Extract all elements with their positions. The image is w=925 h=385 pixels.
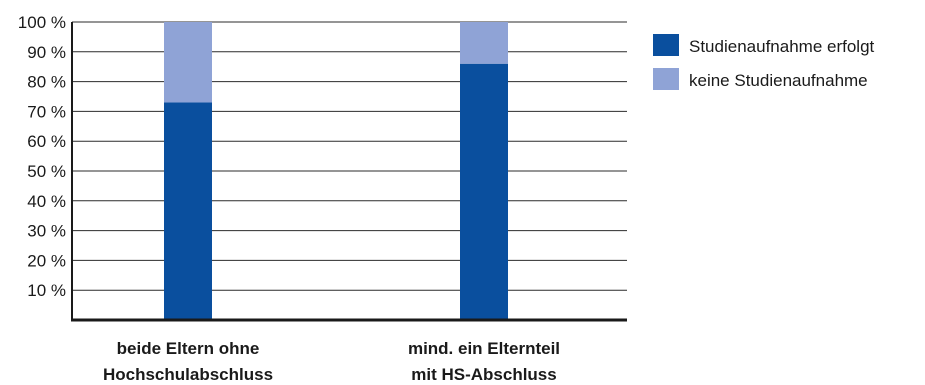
category-label-0-line-0: beide Eltern ohne <box>117 339 260 358</box>
gridlines <box>72 21 627 291</box>
bar-segment-cat0-series0 <box>164 102 212 321</box>
bars <box>164 22 508 321</box>
y-tick-label-50: 50 % <box>27 162 66 181</box>
y-tick-label-70: 70 % <box>27 102 66 121</box>
y-tick-label-80: 80 % <box>27 73 66 92</box>
bar-segment-cat0-series1 <box>164 22 212 103</box>
y-tick-label-30: 30 % <box>27 222 66 241</box>
legend-swatch-1 <box>653 68 679 90</box>
y-axis-tick-labels: 10 % 20 % 30 % 40 % 50 % 60 % 70 % 80 % 90 % 100 … <box>18 13 66 300</box>
bar-segment-cat1-series0 <box>460 63 508 320</box>
category-label-0-line-1: Hochschulabschluss <box>103 365 273 384</box>
bar-segment-cat1-series1 <box>460 22 508 64</box>
category-label-1-line-1: mit HS-Abschluss <box>411 365 556 384</box>
legend-swatch-0 <box>653 34 679 56</box>
y-tick-label-10: 10 % <box>27 281 66 300</box>
y-tick-label-40: 40 % <box>27 192 66 211</box>
y-tick-label-60: 60 % <box>27 132 66 151</box>
y-tick-label-90: 90 % <box>27 43 66 62</box>
x-axis-category-labels: beide Eltern ohne Hochschulabschluss mind.… <box>103 339 560 384</box>
legend-label-1: keine Studienaufnahme <box>689 71 868 90</box>
y-tick-label-100: 100 % <box>18 13 66 32</box>
axes <box>71 22 627 322</box>
legend: Studienaufnahme erfolgt keine Studienaufn… <box>653 34 875 90</box>
category-label-1-line-0: mind. ein Elternteil <box>408 339 560 358</box>
y-tick-label-20: 20 % <box>27 251 66 270</box>
legend-label-0: Studienaufnahme erfolgt <box>689 37 875 56</box>
